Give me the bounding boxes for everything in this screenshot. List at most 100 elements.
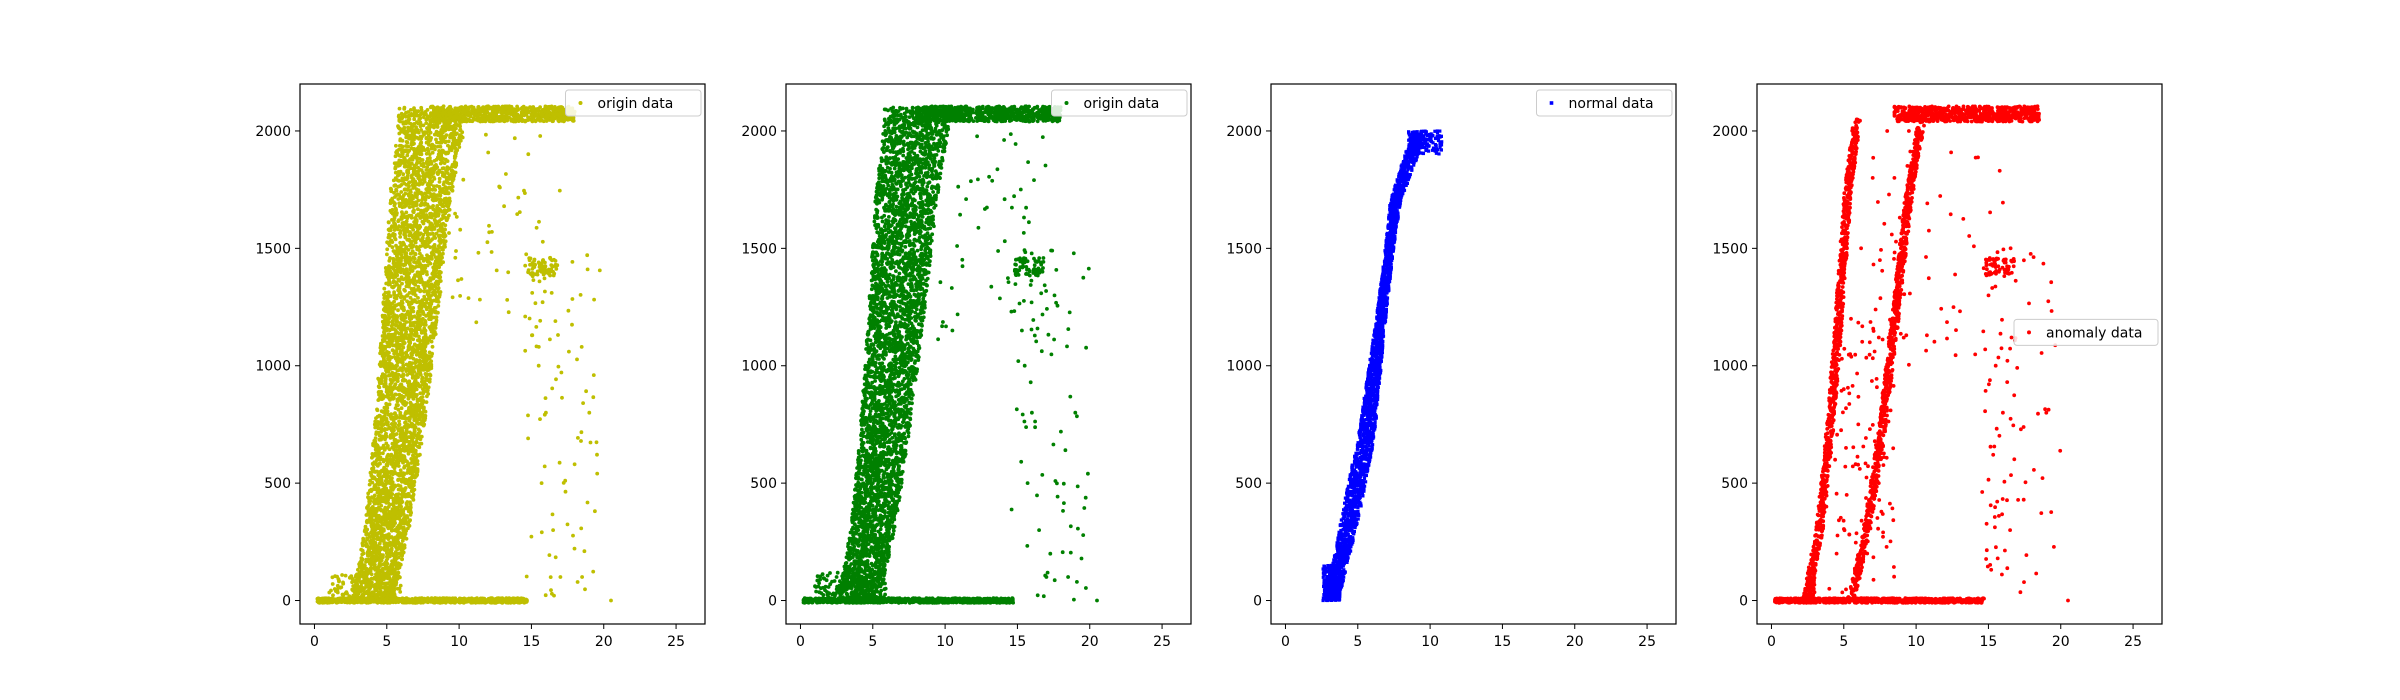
data-point bbox=[392, 444, 397, 449]
data-point bbox=[400, 557, 404, 562]
data-point bbox=[395, 261, 400, 266]
data-point bbox=[416, 422, 421, 426]
data-point bbox=[397, 419, 401, 424]
data-point bbox=[385, 296, 390, 301]
data-point bbox=[402, 287, 407, 292]
data-point bbox=[413, 240, 418, 245]
data-point bbox=[378, 345, 383, 350]
data-point bbox=[390, 305, 394, 310]
data-point bbox=[416, 207, 420, 212]
data-point bbox=[402, 488, 407, 493]
data-point bbox=[440, 247, 444, 252]
data-point bbox=[398, 432, 403, 437]
data-point bbox=[361, 538, 366, 543]
data-point bbox=[390, 218, 394, 222]
data-point bbox=[428, 232, 433, 236]
data-point bbox=[408, 483, 413, 488]
data-point bbox=[449, 168, 454, 173]
data-point bbox=[409, 316, 414, 321]
data-point bbox=[375, 497, 380, 501]
data-point bbox=[407, 366, 412, 370]
data-point bbox=[387, 272, 391, 277]
data-point bbox=[454, 142, 459, 147]
data-point bbox=[388, 256, 392, 260]
data-point bbox=[407, 205, 412, 210]
data-point bbox=[394, 392, 399, 397]
data-point bbox=[397, 118, 402, 123]
data-point bbox=[406, 450, 411, 455]
data-point bbox=[367, 553, 371, 558]
data-point bbox=[419, 136, 423, 141]
data-point bbox=[420, 391, 425, 395]
data-point bbox=[392, 464, 397, 469]
data-point bbox=[386, 548, 391, 552]
data-point bbox=[392, 364, 397, 369]
data-point bbox=[415, 120, 419, 125]
data-point bbox=[400, 267, 405, 272]
data-point bbox=[381, 374, 386, 379]
data-point bbox=[413, 451, 418, 456]
data-point bbox=[402, 399, 407, 404]
data-point bbox=[388, 491, 393, 495]
data-point bbox=[443, 223, 448, 228]
data-point bbox=[383, 381, 388, 386]
data-point bbox=[409, 322, 413, 326]
data-point bbox=[414, 411, 419, 416]
data-point bbox=[412, 117, 417, 122]
data-point bbox=[391, 373, 395, 378]
data-point bbox=[406, 192, 411, 196]
data-point bbox=[435, 247, 439, 252]
data-point bbox=[366, 491, 371, 496]
data-point bbox=[390, 245, 395, 250]
data-point bbox=[414, 455, 418, 460]
data-point bbox=[427, 260, 431, 264]
data-point bbox=[376, 384, 381, 389]
data-point bbox=[443, 191, 447, 196]
data-point bbox=[378, 481, 383, 485]
data-point bbox=[412, 479, 417, 484]
data-point bbox=[390, 348, 395, 353]
data-point bbox=[378, 461, 382, 466]
data-point bbox=[387, 553, 392, 557]
data-point bbox=[436, 295, 441, 300]
data-point bbox=[394, 317, 399, 322]
data-point bbox=[401, 459, 406, 464]
data-point bbox=[430, 223, 435, 228]
data-point bbox=[396, 487, 401, 492]
data-point bbox=[431, 204, 435, 208]
data-point bbox=[384, 401, 389, 406]
data-point bbox=[387, 367, 392, 371]
data-point bbox=[384, 565, 389, 569]
data-point bbox=[379, 503, 384, 508]
data-point bbox=[416, 284, 421, 289]
data-point bbox=[394, 249, 399, 254]
data-point bbox=[443, 185, 448, 190]
data-point bbox=[379, 341, 383, 346]
data-point bbox=[415, 193, 419, 198]
data-point bbox=[432, 196, 436, 201]
data-point bbox=[407, 233, 412, 238]
data-point bbox=[400, 144, 405, 149]
data-point bbox=[419, 202, 424, 207]
data-point bbox=[408, 502, 413, 507]
data-point bbox=[378, 560, 382, 565]
data-point bbox=[439, 253, 443, 257]
data-point bbox=[417, 261, 422, 266]
data-point bbox=[442, 243, 447, 248]
data-point bbox=[391, 435, 395, 439]
data-point bbox=[412, 275, 416, 280]
data-point bbox=[371, 566, 376, 570]
data-point bbox=[389, 471, 394, 476]
data-point bbox=[402, 105, 407, 110]
data-point bbox=[414, 155, 419, 160]
data-point bbox=[402, 130, 406, 135]
data-point bbox=[385, 252, 389, 257]
data-point bbox=[377, 563, 382, 568]
data-point bbox=[428, 317, 433, 322]
data-point bbox=[400, 210, 404, 215]
data-point bbox=[425, 243, 430, 247]
data-point bbox=[364, 528, 369, 533]
data-point bbox=[400, 312, 405, 317]
data-point bbox=[398, 184, 402, 189]
